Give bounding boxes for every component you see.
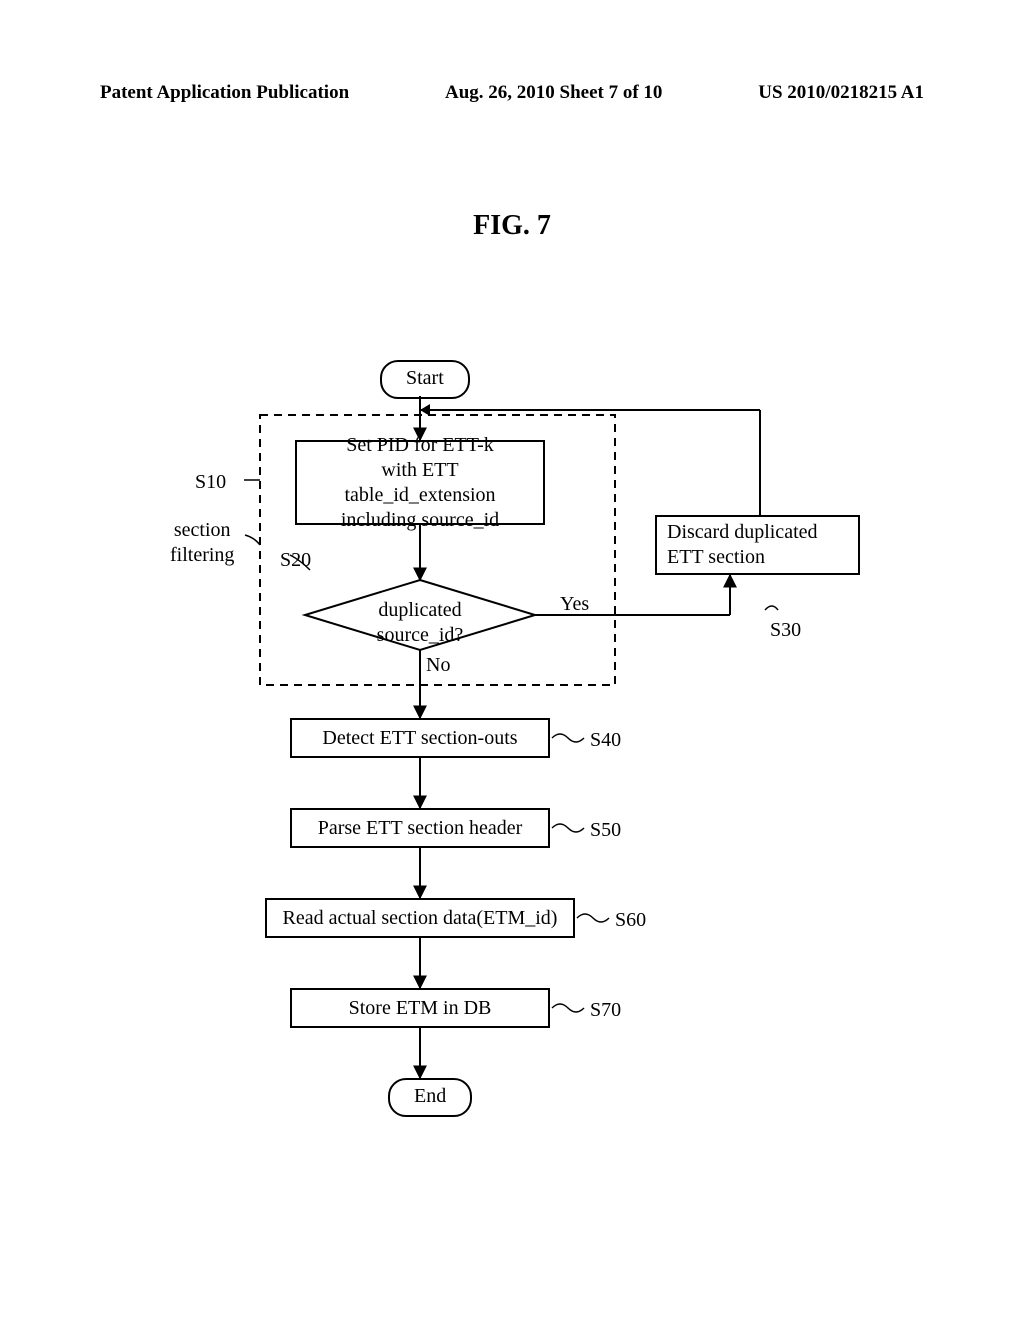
label-s30: S30 [770,618,801,643]
header-center: Aug. 26, 2010 Sheet 7 of 10 [445,82,662,104]
s60-box: Read actual section data(ETM_id) [265,898,575,938]
label-s40: S40 [590,728,621,753]
label-s70: S70 [590,998,621,1023]
s50-tilde [552,824,584,832]
s10-box: Set PID for ETT-k with ETT table_id_exte… [295,440,545,525]
label-s50: S50 [590,818,621,843]
s30-hook [765,606,778,610]
header-right: US 2010/0218215 A1 [758,82,924,104]
s70-tilde [552,1004,584,1012]
s40-tilde [552,734,584,742]
flowchart: Start Set PID for ETT-k with ETT table_i… [0,360,1024,1160]
label-no: No [426,653,450,678]
label-yes: Yes [560,592,589,617]
s50-box: Parse ETT section header [290,808,550,848]
end-node: End [388,1078,472,1117]
label-s20: S20 [280,548,311,573]
decision-text: duplicated source_id? [360,598,480,648]
s40-box: Detect ETT section-outs [290,718,550,758]
s60-tilde [577,914,609,922]
figure-title: FIG. 7 [0,210,1024,242]
label-s10: S10 [195,470,226,495]
s70-box: Store ETM in DB [290,988,550,1028]
label-s60: S60 [615,908,646,933]
page-header: Patent Application Publication Aug. 26, … [100,82,924,104]
label-section-filtering: section filtering [170,518,234,568]
start-node: Start [380,360,470,399]
header-left: Patent Application Publication [100,82,349,104]
section-filtering-hook [245,535,260,545]
s30-box: Discard duplicated ETT section [655,515,860,575]
